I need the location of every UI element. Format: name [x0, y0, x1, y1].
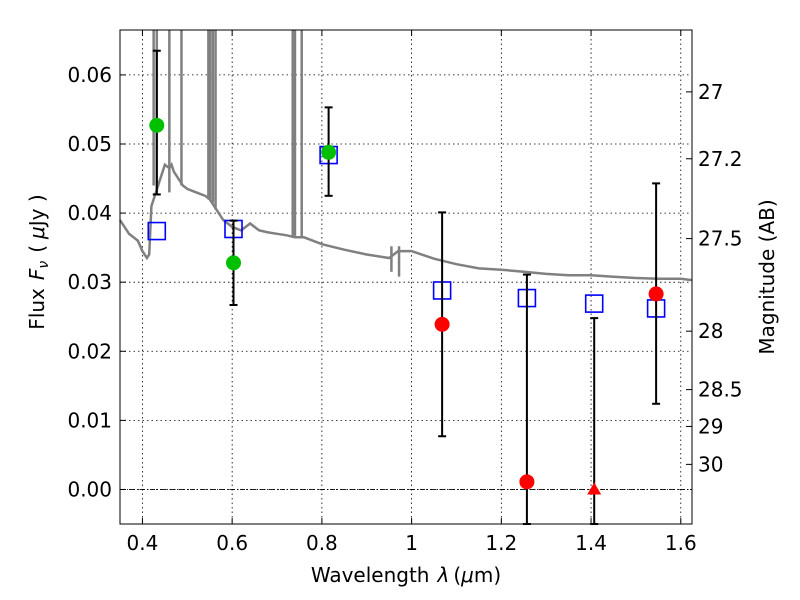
y-axis-label: Flux Fν ( μJy )	[25, 194, 52, 329]
y2-tick-label: 27.5	[698, 227, 743, 251]
grid-layer	[120, 30, 692, 524]
y-tick-label: 0.04	[67, 201, 112, 225]
data-layer	[118, 30, 693, 525]
y-tick-label: 0.01	[67, 408, 112, 432]
x-tick-label: 1.4	[575, 531, 607, 555]
y-axis-unit-rest: Jy )	[25, 194, 49, 228]
green-detection-point	[149, 117, 165, 133]
y-tick-label: 0.06	[67, 63, 112, 87]
plot-frame	[119, 29, 693, 525]
x-tick-label: 1	[405, 531, 418, 555]
x-tick-label: 1.2	[485, 531, 517, 555]
x-axis-label: Wavelength λ (μm)	[311, 563, 501, 587]
y-tick-label: 0.00	[67, 477, 112, 501]
x-axis-label-text: Wavelength	[311, 563, 430, 587]
y-tick-label: 0.03	[67, 270, 112, 294]
y2-tick-label: 28	[698, 319, 723, 343]
y2-axis-label: Magnitude (AB)	[755, 199, 779, 354]
red-detection-point	[434, 316, 450, 332]
model-band-square	[147, 221, 167, 241]
y-axis-symbol-subscript: ν	[36, 261, 52, 269]
y-axis-symbol: F	[25, 268, 49, 280]
red-detection-point	[519, 474, 535, 490]
x-axis-unit-open: (	[453, 563, 461, 587]
model-spectrum-line	[118, 161, 693, 282]
y-axis-label-text: Flux	[25, 288, 49, 330]
y-tick-label: 0.05	[67, 132, 112, 156]
y2-tick-label: 29	[698, 414, 723, 438]
x-axis-symbol: λ	[436, 563, 449, 587]
x-axis-unit-mu: μ	[460, 563, 474, 587]
y2-tick-label: 28.5	[698, 378, 743, 402]
y2-tick-label: 27.2	[698, 147, 743, 171]
x-axis-unit-rest: m)	[474, 563, 501, 587]
x-tick-label: 0.6	[216, 531, 248, 555]
y2-tick-label: 27	[698, 80, 723, 104]
green-detection-point	[321, 144, 337, 160]
upper-limit-triangle	[587, 482, 602, 495]
x-tick-label: 1.6	[665, 531, 697, 555]
x-tick-label: 0.4	[127, 531, 159, 555]
tick-layer: 0.4 0.6 0.8 1 1.2 1.4 1.6 0.00 0.01 0.02 0.03 0.04 0…	[67, 30, 743, 555]
model-band-square	[584, 294, 604, 313]
x-tick-label: 0.8	[306, 531, 338, 555]
y-tick-label: 0.02	[67, 339, 112, 363]
green-detection-point	[226, 255, 242, 271]
y2-tick-label: 30	[698, 452, 723, 476]
y-axis-unit-open: (	[25, 245, 49, 253]
red-detection-point	[648, 286, 664, 302]
y-axis-unit-mu: μ	[25, 226, 49, 240]
